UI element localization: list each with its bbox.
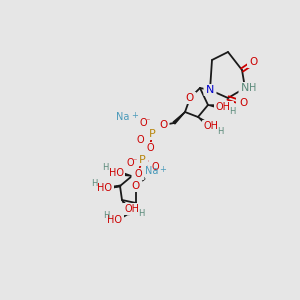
Text: OH: OH xyxy=(203,121,218,131)
Text: ⁻: ⁻ xyxy=(146,116,150,125)
FancyBboxPatch shape xyxy=(236,97,250,109)
FancyBboxPatch shape xyxy=(136,154,148,166)
Text: HO: HO xyxy=(107,215,122,225)
Text: H: H xyxy=(229,107,235,116)
FancyBboxPatch shape xyxy=(143,142,157,154)
Text: O: O xyxy=(146,143,154,153)
Text: OH: OH xyxy=(215,102,230,112)
FancyBboxPatch shape xyxy=(131,168,145,180)
Text: H: H xyxy=(217,127,223,136)
Text: P: P xyxy=(148,129,155,139)
FancyBboxPatch shape xyxy=(148,161,162,173)
FancyBboxPatch shape xyxy=(92,182,114,194)
Text: H: H xyxy=(138,209,144,218)
Text: O: O xyxy=(159,120,167,130)
Text: O: O xyxy=(151,162,159,172)
Text: O: O xyxy=(134,169,142,179)
Text: N: N xyxy=(206,85,214,95)
FancyBboxPatch shape xyxy=(202,120,222,132)
FancyBboxPatch shape xyxy=(123,157,137,169)
FancyBboxPatch shape xyxy=(203,84,217,96)
FancyBboxPatch shape xyxy=(214,101,234,113)
Text: O: O xyxy=(239,98,247,108)
Text: P: P xyxy=(139,155,145,165)
Text: +: + xyxy=(132,110,138,119)
Text: O: O xyxy=(250,57,258,67)
Text: HO: HO xyxy=(109,168,124,178)
Text: O: O xyxy=(186,93,194,103)
FancyBboxPatch shape xyxy=(103,167,125,179)
FancyBboxPatch shape xyxy=(122,203,142,215)
Polygon shape xyxy=(198,117,211,128)
Text: H: H xyxy=(249,83,257,93)
FancyBboxPatch shape xyxy=(157,119,169,131)
FancyBboxPatch shape xyxy=(130,180,142,192)
Text: O: O xyxy=(132,181,140,191)
Text: H: H xyxy=(102,164,108,172)
Text: Na: Na xyxy=(145,166,159,176)
FancyBboxPatch shape xyxy=(133,134,147,146)
Text: HO: HO xyxy=(98,183,112,193)
FancyBboxPatch shape xyxy=(184,92,196,104)
Polygon shape xyxy=(122,200,130,210)
Text: O: O xyxy=(126,158,134,168)
FancyBboxPatch shape xyxy=(247,56,261,68)
Polygon shape xyxy=(173,112,185,124)
Text: Na: Na xyxy=(116,112,130,122)
Polygon shape xyxy=(127,203,136,215)
FancyBboxPatch shape xyxy=(136,117,150,129)
FancyBboxPatch shape xyxy=(106,214,124,226)
Text: H: H xyxy=(91,178,97,188)
Polygon shape xyxy=(136,177,145,186)
Polygon shape xyxy=(118,171,132,176)
Text: H: H xyxy=(103,211,109,220)
Text: +: + xyxy=(160,164,167,173)
Text: O: O xyxy=(136,135,144,145)
Text: ⁻: ⁻ xyxy=(133,157,137,166)
Text: N: N xyxy=(241,83,249,93)
Text: OH: OH xyxy=(124,204,140,214)
FancyBboxPatch shape xyxy=(238,82,251,94)
Polygon shape xyxy=(208,105,222,109)
FancyBboxPatch shape xyxy=(146,128,158,140)
Text: O: O xyxy=(139,118,147,128)
